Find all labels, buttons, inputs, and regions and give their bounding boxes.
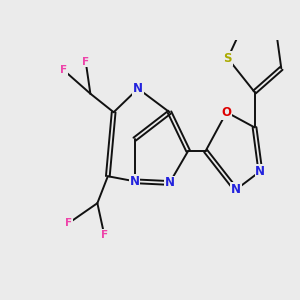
Text: O: O: [222, 106, 232, 119]
Text: N: N: [130, 175, 140, 188]
Text: F: F: [60, 65, 67, 75]
Text: S: S: [224, 52, 232, 65]
Text: F: F: [101, 230, 108, 240]
Text: N: N: [133, 82, 143, 95]
Text: F: F: [65, 218, 72, 228]
Text: N: N: [255, 165, 265, 178]
Text: N: N: [164, 176, 175, 190]
Text: N: N: [231, 183, 241, 196]
Text: F: F: [82, 57, 89, 67]
